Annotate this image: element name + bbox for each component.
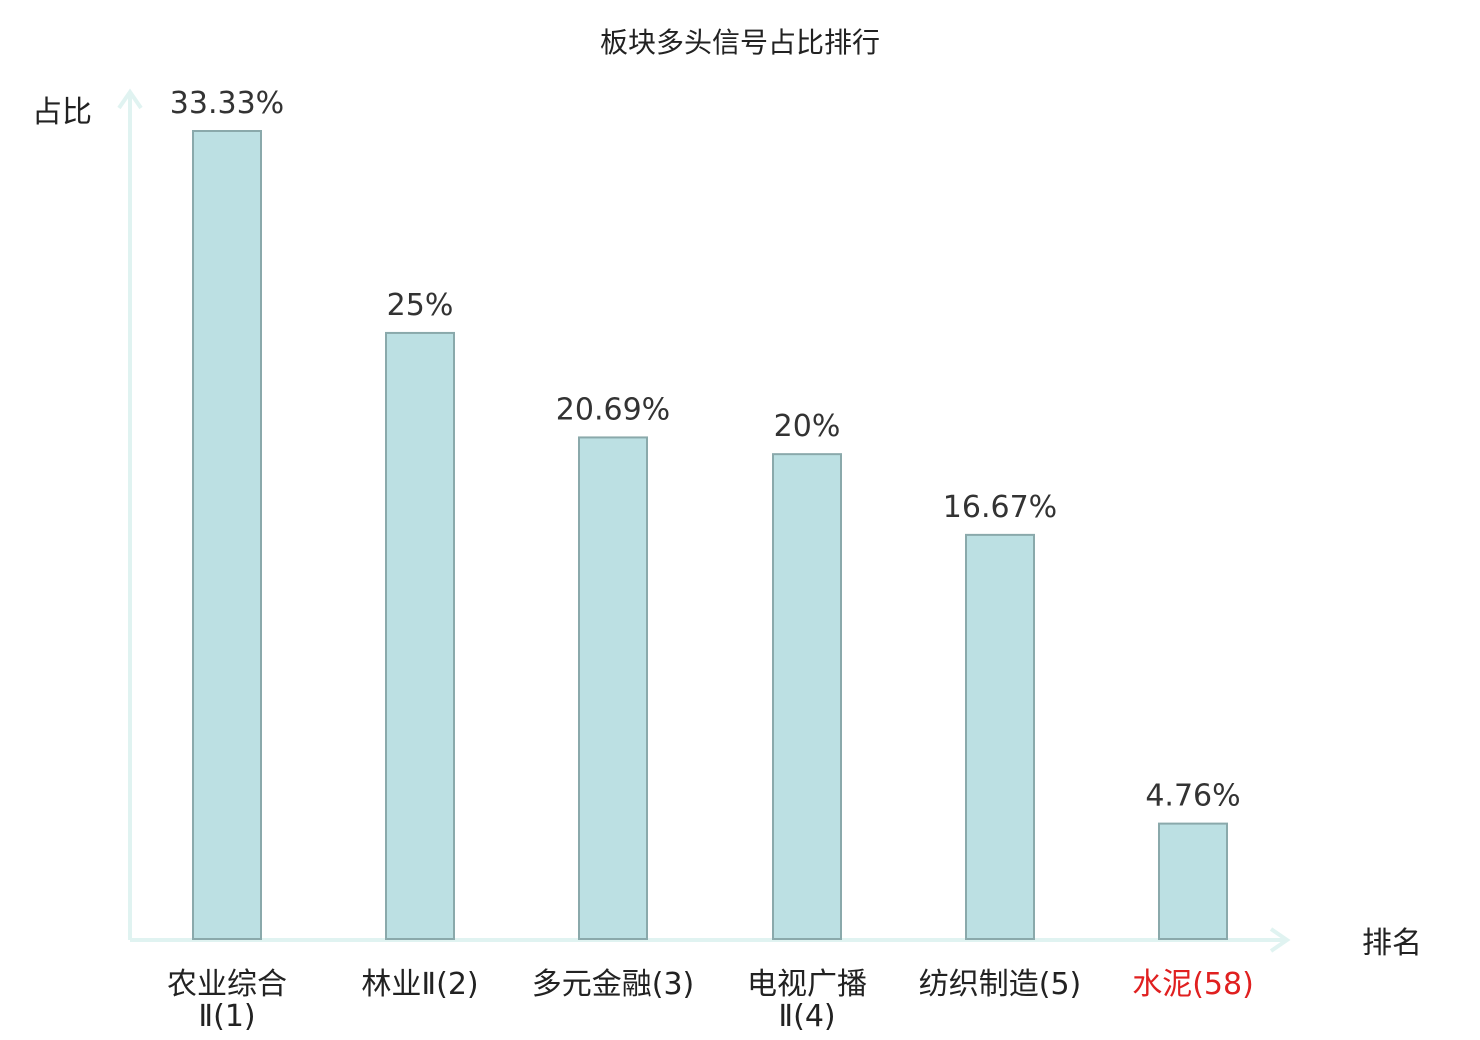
x-axis-label: 排名: [1362, 926, 1422, 961]
y-axis-arrow-icon: [117, 88, 143, 110]
x-tick-label: 电视广播: [747, 967, 867, 1002]
bar-value-label: 33.33%: [170, 86, 284, 121]
x-tick-label-line2: Ⅱ(4): [778, 999, 835, 1034]
bar: [385, 331, 455, 940]
x-tick-label: 林业Ⅱ(2): [361, 967, 478, 1002]
x-tick-label: 农业综合: [167, 967, 287, 1002]
x-axis-arrow-icon: [1269, 927, 1291, 953]
x-tick-label: 多元金融(3): [532, 967, 695, 1002]
bar-value-label: 4.76%: [1145, 779, 1240, 814]
bar-value-label: 16.67%: [943, 490, 1057, 525]
bar: [772, 453, 842, 940]
chart-title: 板块多头信号占比排行: [600, 26, 880, 59]
x-tick-label-line2: Ⅱ(1): [198, 999, 255, 1034]
bar: [192, 130, 262, 940]
y-axis-label: 占比: [32, 95, 92, 130]
x-tick-label: 纺织制造(5): [919, 967, 1082, 1002]
bar-value-label: 20%: [774, 409, 841, 444]
bar: [578, 436, 648, 940]
bar-value-label: 25%: [387, 288, 454, 323]
bar: [1158, 822, 1228, 941]
x-tick-label: 水泥(58): [1132, 967, 1254, 1002]
bar: [965, 533, 1035, 940]
bar-value-label: 20.69%: [556, 392, 670, 427]
